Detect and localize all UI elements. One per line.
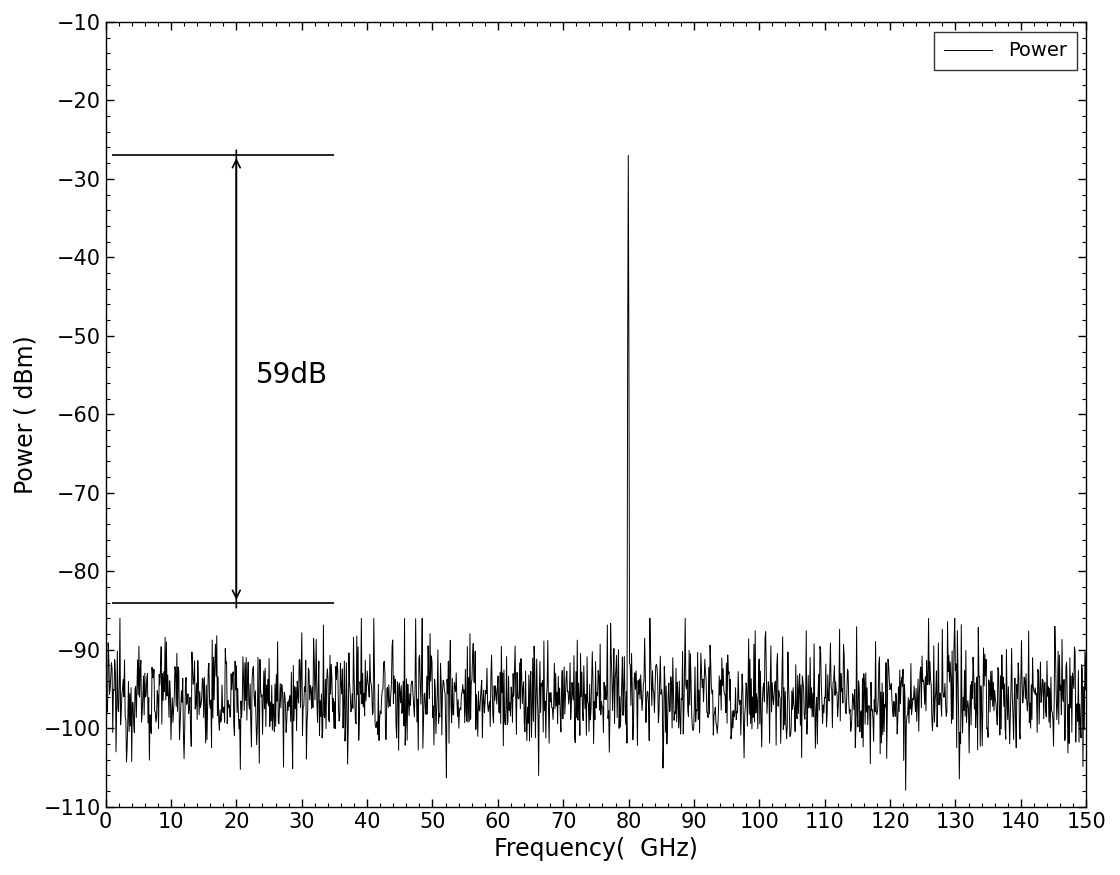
Y-axis label: Power ( dBm): Power ( dBm) [13, 335, 38, 493]
Power [899, 785, 913, 795]
Power [622, 150, 635, 160]
Legend: Power: Power [934, 31, 1076, 70]
Power [1080, 647, 1093, 657]
Power [657, 662, 671, 672]
Power [553, 682, 567, 693]
Power [99, 697, 112, 708]
Power [535, 681, 549, 691]
X-axis label: Frequency(  GHz): Frequency( GHz) [494, 837, 698, 861]
Power [175, 685, 188, 696]
Text: 59dB: 59dB [256, 361, 328, 389]
Line: Power: Power [105, 155, 1086, 790]
Power [515, 669, 529, 680]
Power [215, 715, 228, 725]
